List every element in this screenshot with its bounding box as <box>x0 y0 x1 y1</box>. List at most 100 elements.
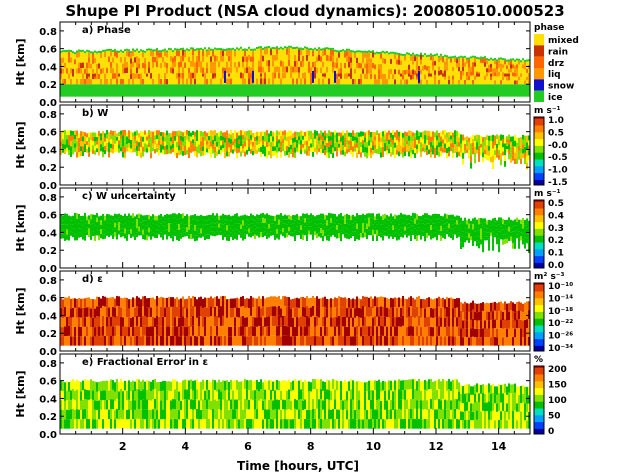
colorbar-label: liq <box>548 70 561 80</box>
colorbar-label: 0.5 <box>548 199 564 209</box>
colorbar-c: m s⁻¹0.5 0.4 0.3 0.2 0.1 0.0 <box>533 189 564 271</box>
colorbar-d: m² s⁻³10⁻¹⁰ 10⁻¹⁴ 10⁻¹⁸ 10⁻²² 10⁻²⁶ 10⁻³⁴ <box>533 272 573 354</box>
heatmap-c <box>60 212 530 254</box>
heatmap-d <box>60 295 530 346</box>
colorbar-swatch-rain <box>534 45 544 57</box>
colorbar-label: 0.3 <box>548 224 564 234</box>
y-tick-label: 0.4 <box>39 228 57 239</box>
x-axis-label: Time [hours, UTC] <box>237 459 359 473</box>
colorbar-title-b: m s⁻¹ <box>534 106 561 116</box>
colorbar-swatch-liq <box>534 68 544 80</box>
y-tick-label: 0.6 <box>39 128 57 139</box>
colorbar-label: 1.0 <box>548 116 564 126</box>
colorbar-label: 100 <box>548 396 567 406</box>
panel-label-a: a) Phase <box>82 25 131 36</box>
colorbar-frame-e <box>533 365 545 435</box>
colorbar-label: 10⁻²² <box>548 319 573 329</box>
colorbar-e: % 200 150 100 50 0 <box>533 355 567 437</box>
panel-label-d: d) ε <box>82 274 103 285</box>
colorbar-swatch-mixed <box>534 34 544 46</box>
y-axis-label-b: Ht [km] <box>14 121 27 168</box>
panel-c: c) W uncertainty Ht [km] 0.8 0.6 0.4 0.2 0.0 m … <box>14 187 564 275</box>
heatmap-b <box>60 129 530 170</box>
y-axis-label-d: Ht [km] <box>14 287 27 334</box>
heatmap-a <box>60 45 530 97</box>
y-tick-label: 0.2 <box>39 246 57 257</box>
colorbar-frame-c <box>533 199 545 269</box>
panel-a: a) Phase Ht [km] 0.8 0.6 0.4 0.2 0.0 phase mixed… <box>14 21 579 109</box>
y-tick-label: 0.0 <box>39 98 57 109</box>
colorbar-title-e: % <box>534 355 543 365</box>
colorbar-label: drz <box>548 59 564 69</box>
figure-title: Shupe PI Product (NSA cloud dynamics): 2… <box>65 2 564 20</box>
colorbar-label: mixed <box>548 36 579 46</box>
y-tick-label: 0.8 <box>39 193 57 204</box>
y-tick-label: 0.0 <box>39 181 57 192</box>
colorbar-swatch-drz <box>534 56 544 68</box>
colorbar-title-d: m² s⁻³ <box>534 272 565 282</box>
colorbar-title-c: m s⁻¹ <box>534 189 561 199</box>
colorbar-label: 0.2 <box>548 236 564 246</box>
colorbar-label: -1.5 <box>548 178 568 188</box>
heatmap-e <box>60 378 530 429</box>
y-tick-label: 0.8 <box>39 110 57 121</box>
colorbar-label: 0.1 <box>548 249 564 259</box>
colorbar-label: -1.0 <box>548 166 568 176</box>
colorbar-label: 0 <box>548 427 554 437</box>
colorbar-frame-d <box>533 282 545 352</box>
colorbar-label: 0.5 <box>548 128 564 138</box>
colorbar-label: snow <box>548 82 574 92</box>
colorbar-frame-b <box>533 116 545 186</box>
colorbar-label: 0.4 <box>548 211 564 221</box>
y-tick-label: 0.2 <box>39 329 57 340</box>
y-tick-label: 0.2 <box>39 412 57 423</box>
colorbar-label: 10⁻²⁶ <box>548 332 573 342</box>
x-tick-label: 2 <box>119 440 127 453</box>
x-tick-label: 6 <box>244 440 252 453</box>
y-tick-label: 0.8 <box>39 359 57 370</box>
colorbar-label: rain <box>548 48 568 58</box>
colorbar-swatch-ice <box>534 90 544 102</box>
x-tick-label: 8 <box>307 440 315 453</box>
panel-label-e: e) Fractional Error in ε <box>82 357 208 368</box>
colorbar-b: m s⁻¹1.0 0.5 -0.0 -0.5 -1.0 -1.5 <box>533 106 568 188</box>
y-tick-label: 0.0 <box>39 264 57 275</box>
y-tick-label: 0.6 <box>39 211 57 222</box>
y-tick-label: 0.4 <box>39 145 57 156</box>
colorbar-label: 150 <box>548 381 567 391</box>
y-tick-label: 0.8 <box>39 276 57 287</box>
y-tick-label: 0.2 <box>39 80 57 91</box>
y-tick-label: 0.4 <box>39 62 57 73</box>
x-tick-label: 12 <box>428 440 443 453</box>
x-tick-label: 14 <box>491 440 507 453</box>
y-tick-label: 0.2 <box>39 163 57 174</box>
colorbar-label: ice <box>548 93 563 103</box>
panel-b: b) W Ht [km] 0.8 0.6 0.4 0.2 0.0 m s⁻¹1.0 0.5 -0.… <box>14 104 568 192</box>
colorbar-label: -0.0 <box>548 141 568 151</box>
colorbar-label: 50 <box>548 412 561 422</box>
y-tick-label: 0.8 <box>39 27 57 38</box>
colorbar-label: 10⁻¹⁴ <box>548 294 573 304</box>
colorbar-label: 10⁻³⁴ <box>548 344 573 354</box>
colorbar-label: 10⁻¹⁸ <box>548 307 573 317</box>
y-axis-label-e: Ht [km] <box>14 370 27 417</box>
y-axis-label-c: Ht [km] <box>14 204 27 251</box>
panel-label-c: c) W uncertainty <box>82 191 176 202</box>
colorbar-swatch-snow <box>534 79 544 91</box>
y-tick-label: 0.4 <box>39 311 57 322</box>
panels: a) Phase Ht [km] 0.8 0.6 0.4 0.2 0.0 phase mixed… <box>14 21 579 453</box>
panel-label-b: b) W <box>82 108 108 119</box>
panel-d: d) ε Ht [km] 0.8 0.6 0.4 0.2 0.0 m² s⁻³10⁻¹⁰ 10⁻… <box>14 270 573 358</box>
colorbar-label: 10⁻¹⁰ <box>548 282 573 292</box>
panel-e: e) Fractional Error in ε Ht [km] 0.8 0.6 0.4… <box>14 353 567 453</box>
x-tick-label: 10 <box>366 440 382 453</box>
y-axis-label-a: Ht [km] <box>14 38 27 85</box>
y-tick-label: 0.0 <box>39 430 57 441</box>
colorbar-label: 200 <box>548 365 567 375</box>
y-tick-label: 0.6 <box>39 45 57 56</box>
x-tick-label: 4 <box>182 440 190 453</box>
y-tick-label: 0.6 <box>39 294 57 305</box>
y-tick-label: 0.0 <box>39 347 57 358</box>
